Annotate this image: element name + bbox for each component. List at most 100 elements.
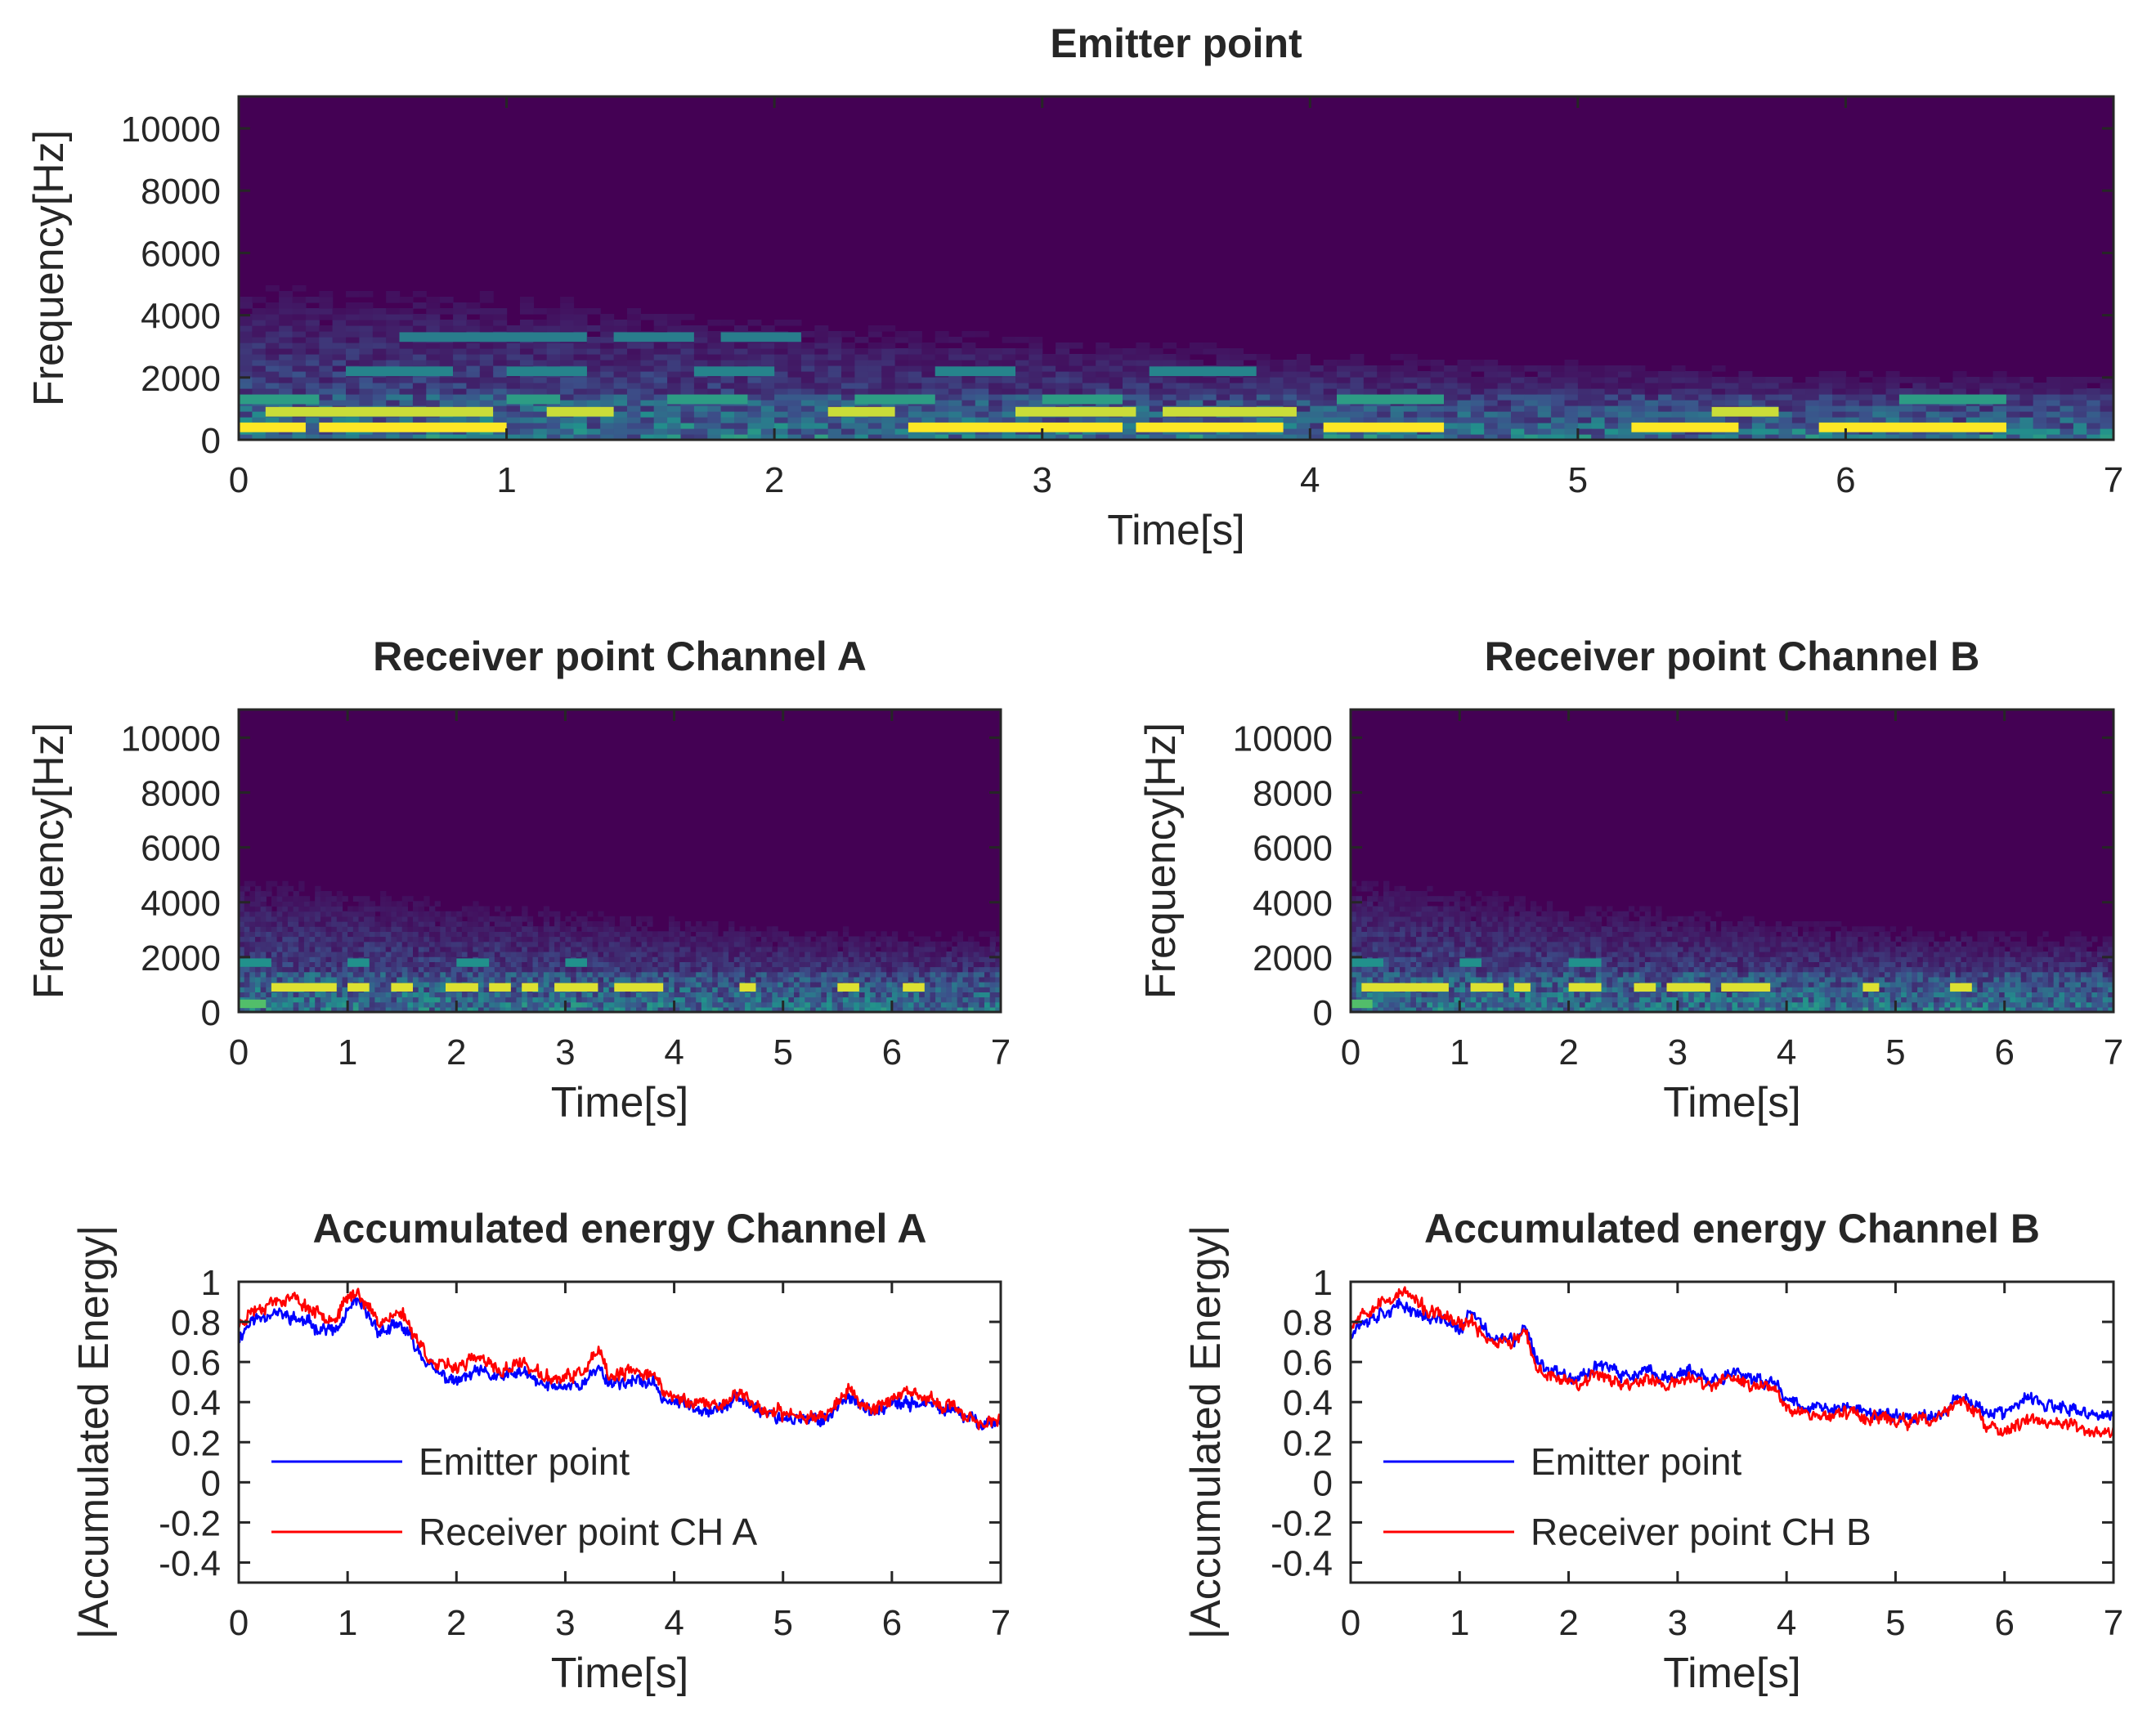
spectrogram-cell bbox=[372, 314, 387, 320]
spectrogram-cell bbox=[652, 961, 659, 968]
spectrogram-cell bbox=[984, 931, 991, 938]
spectrogram-cell bbox=[325, 926, 332, 932]
spectrogram-cell bbox=[1952, 371, 1967, 378]
spectrogram-cell bbox=[668, 996, 675, 1003]
spectrogram-cell bbox=[739, 956, 746, 962]
spectrogram-cell bbox=[1832, 400, 1847, 406]
spectrogram-cell bbox=[614, 971, 621, 978]
spectrogram-cell bbox=[2073, 434, 2087, 440]
spectrogram-cell bbox=[479, 297, 494, 303]
spectrogram-cell bbox=[2100, 383, 2113, 389]
spectrogram-cell bbox=[2019, 417, 2034, 423]
spectrogram-cell bbox=[386, 320, 401, 326]
spectrogram-cell bbox=[325, 906, 332, 912]
spectrogram-cell bbox=[252, 365, 267, 372]
spectrogram-cell bbox=[385, 1001, 392, 1008]
spectrogram-cell bbox=[1618, 405, 1632, 412]
spectrogram-cell bbox=[1136, 383, 1150, 389]
spectrogram-cell bbox=[961, 348, 976, 355]
spectrogram-cell bbox=[1698, 434, 1713, 440]
spectrogram-cell bbox=[625, 996, 631, 1003]
spectrogram-cell bbox=[935, 405, 949, 412]
spectrogram-cell bbox=[1738, 377, 1753, 383]
spectrogram-cell bbox=[418, 1001, 424, 1008]
spectrogram-cell bbox=[554, 1001, 561, 1008]
spectrogram-cell bbox=[581, 916, 588, 922]
receiver-a-spectrogram-panel: Receiver point Channel A0 1 2 3 4 5 6 702000400… bbox=[25, 634, 1011, 1126]
spectrogram-cell bbox=[772, 931, 778, 938]
spectrogram-cell bbox=[1738, 423, 1753, 429]
spectrogram-cell bbox=[854, 952, 860, 957]
spectrogram-cell bbox=[1858, 417, 1873, 423]
spectrogram-cell bbox=[1604, 423, 1619, 429]
spectrogram-cell bbox=[546, 314, 561, 320]
spectrogram-cell bbox=[440, 976, 446, 983]
spectrogram-cell bbox=[522, 976, 528, 983]
spectrogram-cell bbox=[1885, 394, 1900, 401]
spectrogram-cell bbox=[440, 911, 446, 917]
spectrogram-cell bbox=[315, 1001, 321, 1008]
spectrogram-cell bbox=[1577, 411, 1592, 418]
spectrogram-cell bbox=[559, 946, 567, 952]
spectrogram-cell bbox=[1296, 434, 1311, 440]
spectrogram-cell bbox=[841, 348, 855, 355]
spectrogram-cell bbox=[346, 302, 360, 309]
spectrogram-cell bbox=[516, 961, 522, 968]
spectrogram-cell bbox=[848, 976, 854, 983]
spectrogram-cell bbox=[1176, 434, 1190, 440]
spectrogram-cell bbox=[336, 992, 343, 998]
spectrogram-cell bbox=[1805, 400, 1820, 406]
spectrogram-cell bbox=[587, 936, 594, 943]
spectrogram-cell bbox=[1096, 417, 1110, 423]
spectrogram-cell bbox=[968, 941, 975, 947]
spectrogram-cell bbox=[989, 1001, 996, 1008]
spectrogram-cell bbox=[424, 976, 430, 983]
spectrogram-cell bbox=[640, 417, 655, 423]
spectrogram-cell bbox=[788, 966, 795, 973]
spectrogram-cell bbox=[1631, 417, 1646, 423]
spectrogram-cell bbox=[814, 383, 829, 389]
spectrogram-cell bbox=[921, 411, 936, 418]
spectrogram-cell bbox=[800, 400, 815, 406]
spectrogram-cell bbox=[720, 417, 735, 423]
spectrogram-cell bbox=[1176, 388, 1190, 395]
spectrogram-cell bbox=[293, 966, 299, 973]
spectrogram-cell bbox=[271, 916, 278, 922]
spectrogram-cell bbox=[680, 423, 695, 429]
spectrogram-cell bbox=[413, 911, 419, 917]
spectrogram-cell bbox=[988, 388, 1003, 395]
spectrogram-cell bbox=[1109, 365, 1123, 372]
spectrogram-cell bbox=[1002, 354, 1016, 360]
spectrogram-cell bbox=[2046, 411, 2061, 418]
spectrogram-cell bbox=[479, 365, 494, 372]
spectrogram-cell bbox=[1858, 383, 1873, 389]
spectrogram-cell bbox=[693, 325, 708, 332]
spectrogram-cell bbox=[424, 941, 430, 947]
spectrogram-cell bbox=[613, 348, 628, 355]
spectrogram-cell bbox=[397, 901, 403, 907]
spectrogram-cell bbox=[385, 992, 392, 998]
spectrogram-cell bbox=[957, 952, 963, 957]
spectrogram-cell bbox=[1805, 394, 1820, 401]
spectrogram-cell bbox=[1189, 383, 1204, 389]
spectrogram-cell bbox=[640, 383, 655, 389]
spectrogram-cell bbox=[549, 911, 555, 917]
spectrogram-cell bbox=[1243, 377, 1257, 383]
spectrogram-cell bbox=[265, 320, 280, 326]
spectrogram-cell bbox=[679, 931, 686, 938]
spectrogram-cell bbox=[397, 996, 403, 1003]
spectrogram-cell bbox=[1230, 377, 1244, 383]
spectrogram-cell bbox=[652, 931, 659, 938]
spectrogram-cell bbox=[479, 388, 494, 395]
spectrogram-cell bbox=[543, 941, 550, 947]
spectrogram-cell bbox=[827, 982, 833, 987]
spectrogram-cell bbox=[319, 365, 334, 372]
spectrogram-cell bbox=[690, 1001, 697, 1008]
spectrogram-cell bbox=[239, 337, 253, 343]
spectrogram-cell bbox=[1457, 388, 1472, 395]
spectrogram-cell bbox=[693, 423, 708, 429]
spectrogram-cell bbox=[342, 982, 348, 987]
spectrogram-cell bbox=[984, 946, 991, 952]
spectrogram-cell bbox=[1390, 388, 1405, 395]
spectrogram-cell bbox=[1256, 417, 1271, 423]
